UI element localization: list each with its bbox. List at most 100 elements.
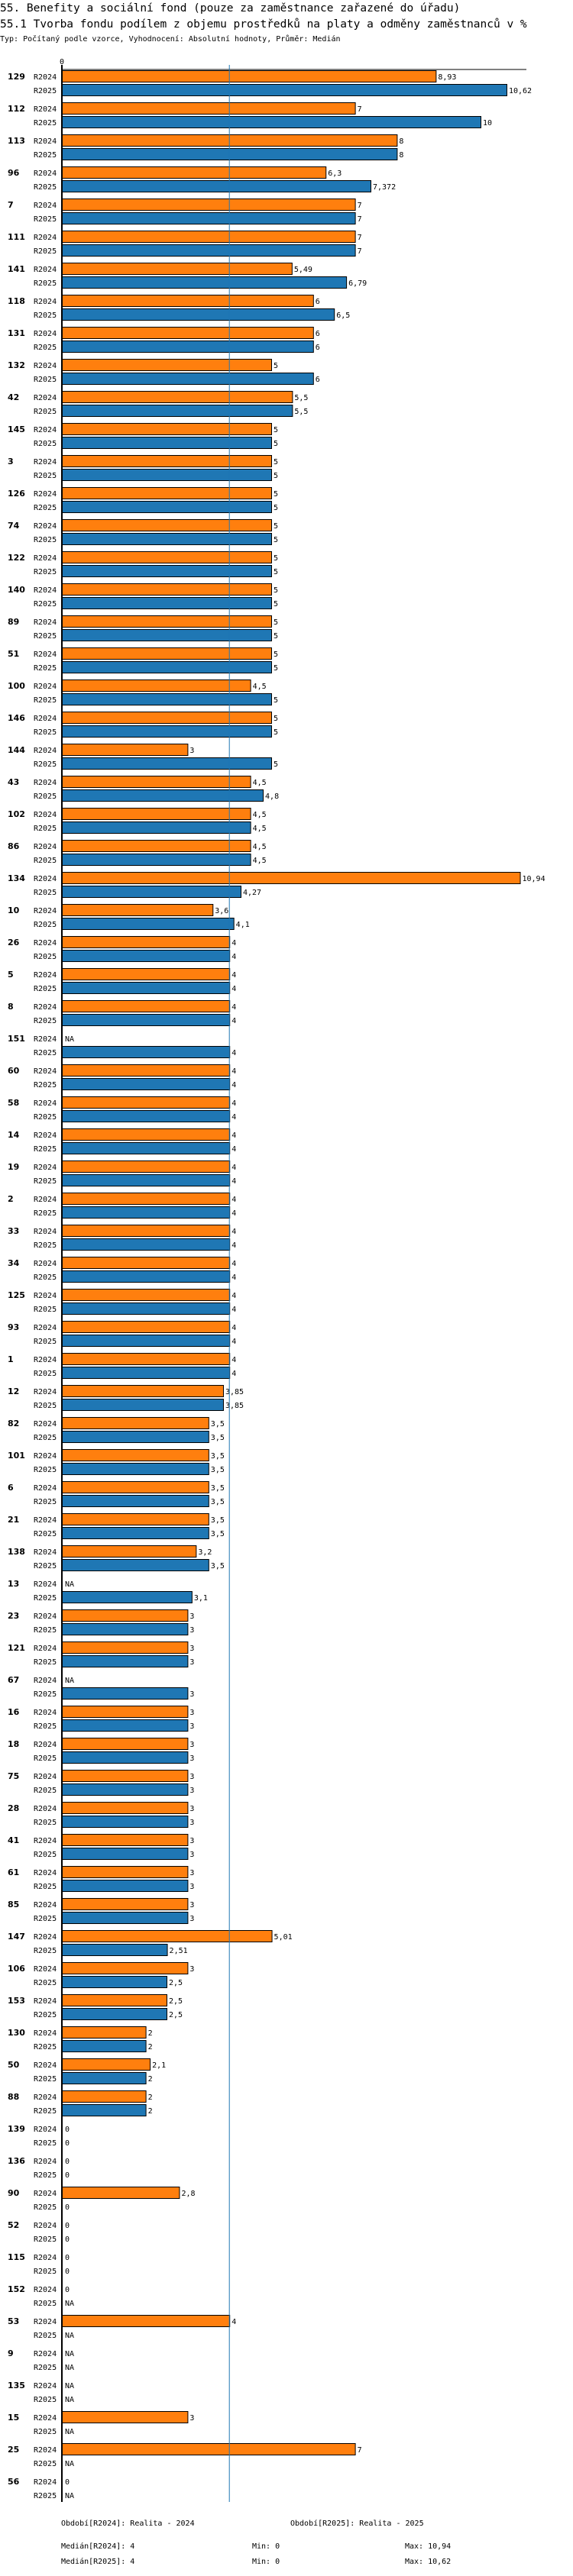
group-label: 100 — [8, 681, 25, 691]
bar-r2024 — [62, 1834, 189, 1846]
group-label: 113 — [8, 136, 25, 146]
group-label: 21 — [8, 1515, 19, 1525]
value-label: 5 — [274, 490, 278, 499]
value-label: NA — [65, 1580, 74, 1589]
bar-r2025 — [62, 2072, 147, 2084]
series-label: R2024 — [34, 939, 57, 947]
value-label: 4,5 — [253, 779, 267, 787]
value-label: 3 — [189, 747, 194, 755]
bar-r2024 — [62, 2315, 231, 2327]
series-label: R2024 — [34, 1612, 57, 1621]
value-label: 3,85 — [225, 1402, 244, 1410]
bar-r2025 — [62, 1751, 189, 1764]
bar-r2024 — [62, 1321, 231, 1333]
series-label: R2024 — [34, 2318, 57, 2326]
bar-r2025 — [62, 1880, 189, 1892]
group-label: 13 — [8, 1579, 19, 1589]
series-label: R2024 — [34, 1677, 57, 1685]
bar-r2024 — [62, 1545, 197, 1558]
series-label: R2025 — [34, 664, 57, 673]
group-label: 1 — [8, 1354, 14, 1364]
series-label: R2024 — [34, 1099, 57, 1108]
group-label: 67 — [8, 1675, 19, 1685]
series-label: R2024 — [34, 2254, 57, 2262]
series-label: R2024 — [34, 907, 57, 915]
series-label: R2025 — [34, 1819, 57, 1827]
group-label: 56 — [8, 2477, 20, 2487]
series-label: R2024 — [34, 2061, 57, 2070]
group-label: 102 — [8, 809, 25, 819]
value-label: 2,1 — [152, 2061, 166, 2070]
bar-r2025 — [62, 1784, 189, 1796]
series-label: R2025 — [34, 1177, 57, 1186]
series-label: R2025 — [34, 889, 57, 897]
bar-r2025 — [62, 1591, 193, 1603]
series-label: R2024 — [34, 779, 57, 787]
group-label: 85 — [8, 1900, 19, 1909]
series-label: R2024 — [34, 1452, 57, 1461]
bar-r2024 — [62, 2058, 151, 2071]
series-label: R2025 — [34, 2107, 57, 2116]
group-label: 152 — [8, 2284, 25, 2294]
value-label: 8 — [399, 151, 403, 160]
series-label: R2025 — [34, 1722, 57, 1731]
series-label: R2024 — [34, 330, 57, 338]
bar-r2025 — [62, 1399, 224, 1411]
value-label: 4 — [231, 1228, 236, 1236]
value-label: 4 — [231, 1067, 236, 1076]
bar-r2024 — [62, 487, 272, 499]
series-label: R2025 — [34, 2203, 57, 2212]
bar-r2024 — [62, 1096, 231, 1109]
series-label: R2025 — [34, 825, 57, 833]
series-label: R2024 — [34, 522, 57, 531]
value-label: 4 — [231, 939, 236, 947]
series-label: R2024 — [34, 1131, 57, 1140]
group-label: 53 — [8, 2316, 19, 2326]
series-label: R2025 — [34, 1979, 57, 1987]
bar-r2024 — [62, 968, 231, 980]
bar-r2024 — [62, 1289, 231, 1301]
bar-r2025 — [62, 982, 231, 994]
value-label: 3 — [189, 1805, 194, 1813]
value-label: 4,5 — [253, 811, 267, 819]
bar-r2025 — [62, 501, 272, 513]
bar-r2025 — [62, 918, 235, 930]
value-label: 0 — [65, 2286, 70, 2294]
value-label: 5 — [274, 536, 278, 544]
value-label: 4,8 — [265, 792, 279, 801]
bar-r2024 — [62, 1353, 231, 1365]
bar-r2025 — [62, 1463, 209, 1475]
value-label: 5,5 — [294, 408, 308, 416]
max-2025: Max: 10,62 — [405, 2558, 452, 2566]
series-label: R2024 — [34, 1548, 57, 1557]
value-label: 3,5 — [211, 1498, 225, 1506]
value-label: 4 — [231, 1049, 236, 1057]
series-label: R2025 — [34, 2364, 57, 2372]
bar-r2025 — [62, 757, 272, 770]
value-label: 7,372 — [373, 183, 396, 192]
group-label: 131 — [8, 328, 25, 338]
value-label: 4,5 — [253, 843, 267, 851]
value-label: 4 — [231, 985, 236, 993]
value-label: 5 — [274, 650, 278, 659]
min-2025: Min: 0 — [252, 2558, 280, 2566]
value-label: 3 — [189, 1773, 194, 1781]
series-label: R2025 — [34, 1915, 57, 1923]
bar-r2024 — [62, 1866, 189, 1878]
value-label: 5 — [274, 728, 278, 737]
value-label: 3 — [189, 1901, 194, 1909]
bar-r2024 — [62, 102, 356, 115]
value-label: 6,79 — [348, 279, 367, 288]
series-label: R2024 — [34, 1035, 57, 1044]
series-label: R2024 — [34, 1709, 57, 1717]
series-label: R2024 — [34, 1164, 57, 1172]
value-label: 3 — [189, 1722, 194, 1731]
value-label: 2,8 — [181, 2190, 195, 2198]
group-label: 7 — [8, 200, 14, 210]
group-label: 139 — [8, 2124, 25, 2134]
value-label: 5 — [274, 586, 278, 595]
series-label: R2025 — [34, 279, 57, 288]
series-label: R2024 — [34, 1420, 57, 1428]
value-label: 2,5 — [169, 1979, 183, 1987]
bar-r2024 — [62, 1449, 209, 1461]
